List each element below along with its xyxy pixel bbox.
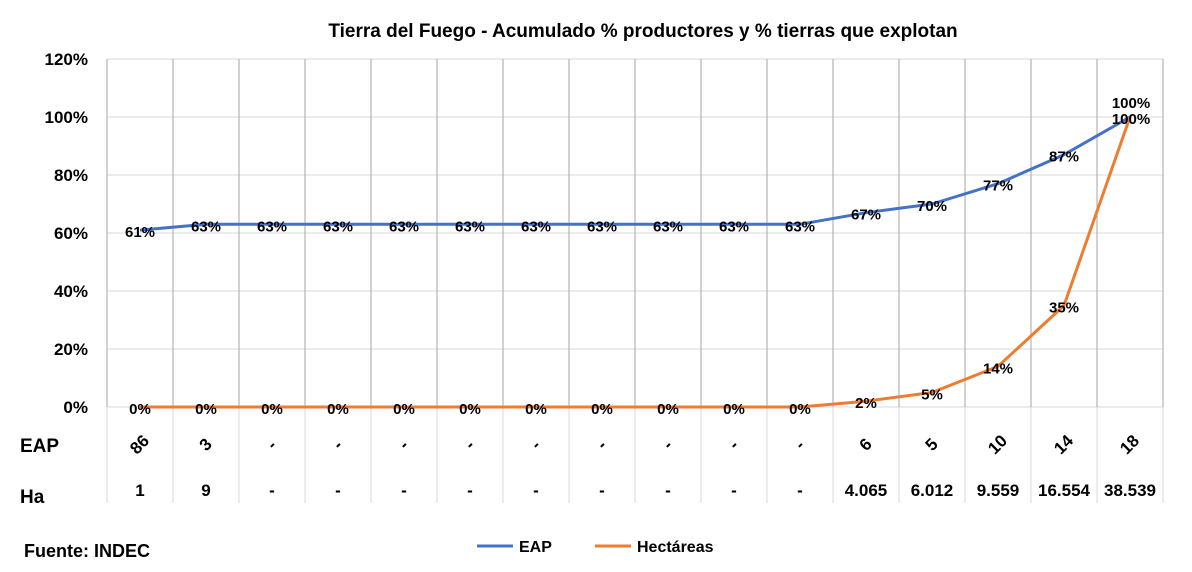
data-label: 0% bbox=[393, 401, 415, 418]
data-label: 0% bbox=[195, 401, 217, 418]
eap-count: 86 bbox=[126, 431, 153, 458]
data-label: 0% bbox=[657, 401, 679, 418]
eap-count: - bbox=[527, 436, 544, 453]
eap-count: 5 bbox=[922, 435, 942, 455]
series-line-eap bbox=[139, 115, 1131, 232]
eap-count: 6 bbox=[856, 435, 876, 455]
eap-count: - bbox=[263, 436, 280, 453]
data-label: 0% bbox=[525, 401, 547, 418]
table-row-label: Ha bbox=[20, 487, 45, 508]
data-label: 14% bbox=[983, 360, 1013, 377]
data-label: 63% bbox=[257, 218, 287, 235]
legend-label: EAP bbox=[519, 539, 552, 556]
hectare-value: - bbox=[599, 481, 605, 500]
eap-count: - bbox=[659, 436, 676, 453]
hectare-value: - bbox=[797, 481, 803, 500]
series-line-hectáreas bbox=[140, 116, 1132, 409]
hectare-value: - bbox=[401, 481, 407, 500]
hectare-value: 1 bbox=[135, 481, 144, 500]
data-label: 63% bbox=[521, 218, 551, 235]
data-label: 63% bbox=[653, 218, 683, 235]
hectare-value: 9.559 bbox=[977, 481, 1020, 500]
legend-label: Hectáreas bbox=[637, 539, 714, 556]
data-label: 100% bbox=[1112, 95, 1150, 112]
hectare-value: 9 bbox=[201, 481, 210, 500]
data-label: 0% bbox=[459, 401, 481, 418]
hectare-value: - bbox=[731, 481, 737, 500]
data-label: 63% bbox=[191, 218, 221, 235]
eap-count: - bbox=[593, 436, 610, 453]
chart-title: Tierra del Fuego - Acumulado % productor… bbox=[328, 21, 957, 42]
y-tick-label: 80% bbox=[54, 166, 88, 185]
eap-count: 3 bbox=[196, 435, 216, 455]
data-label: 63% bbox=[785, 218, 815, 235]
hectare-value: - bbox=[269, 481, 275, 500]
data-label: 0% bbox=[723, 401, 745, 418]
hectare-value: 4.065 bbox=[845, 481, 888, 500]
data-label: 61% bbox=[125, 224, 155, 241]
y-tick-label: 20% bbox=[54, 340, 88, 359]
table-row-label: EAP bbox=[20, 436, 59, 457]
y-tick-label: 60% bbox=[54, 224, 88, 243]
data-label: 100% bbox=[1112, 111, 1150, 128]
y-tick-label: 40% bbox=[54, 282, 88, 301]
data-label: 0% bbox=[261, 401, 283, 418]
data-label: 0% bbox=[591, 401, 613, 418]
hectare-value: 38.539 bbox=[1104, 481, 1156, 500]
source-note: Fuente: INDEC bbox=[24, 541, 150, 561]
data-label: 0% bbox=[789, 401, 811, 418]
hectare-value: - bbox=[335, 481, 341, 500]
eap-count: - bbox=[725, 436, 742, 453]
data-label: 63% bbox=[587, 218, 617, 235]
data-label: 63% bbox=[389, 218, 419, 235]
data-label: 2% bbox=[855, 395, 877, 412]
data-label: 77% bbox=[983, 178, 1013, 195]
hectare-value: - bbox=[533, 481, 539, 500]
data-label: 67% bbox=[851, 207, 881, 224]
y-tick-label: 120% bbox=[45, 50, 88, 69]
hectare-value: 6.012 bbox=[911, 481, 954, 500]
eap-count: 14 bbox=[1050, 431, 1077, 458]
y-tick-label: 0% bbox=[63, 398, 88, 417]
eap-count: 18 bbox=[1116, 431, 1143, 458]
data-label: 63% bbox=[719, 218, 749, 235]
eap-count: - bbox=[461, 436, 478, 453]
y-tick-label: 100% bbox=[45, 108, 88, 127]
data-label: 63% bbox=[323, 218, 353, 235]
eap-count: - bbox=[791, 436, 808, 453]
data-label: 0% bbox=[129, 401, 151, 418]
hectare-value: - bbox=[665, 481, 671, 500]
hectare-value: 16.554 bbox=[1038, 481, 1091, 500]
data-label: 35% bbox=[1049, 300, 1079, 317]
eap-count: 10 bbox=[984, 431, 1011, 458]
data-label: 70% bbox=[917, 198, 947, 215]
data-label: 87% bbox=[1049, 149, 1079, 166]
data-label: 5% bbox=[921, 387, 943, 404]
data-label: 63% bbox=[455, 218, 485, 235]
data-label: 0% bbox=[327, 401, 349, 418]
eap-count: - bbox=[329, 436, 346, 453]
eap-count: - bbox=[395, 436, 412, 453]
hectare-value: - bbox=[467, 481, 473, 500]
